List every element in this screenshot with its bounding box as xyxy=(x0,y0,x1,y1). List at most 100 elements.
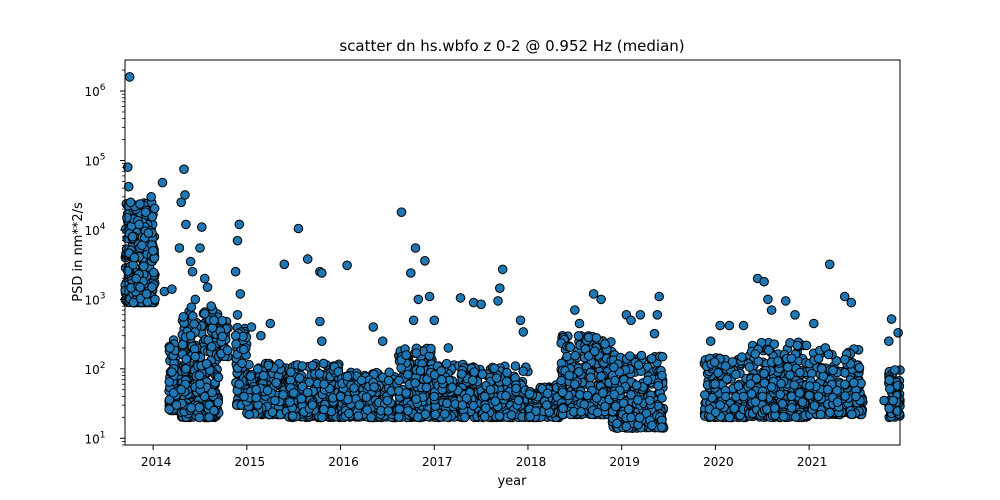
data-point xyxy=(429,315,440,326)
data-point xyxy=(141,289,152,299)
data-point xyxy=(123,181,134,192)
data-point xyxy=(342,260,352,271)
data-point xyxy=(426,343,436,354)
data-point xyxy=(124,72,135,82)
data-point xyxy=(209,405,219,416)
data-point xyxy=(570,305,580,315)
data-point xyxy=(134,219,144,230)
data-point xyxy=(178,312,189,322)
data-point xyxy=(625,351,635,361)
data-point xyxy=(122,212,132,223)
data-point xyxy=(840,391,851,401)
data-point xyxy=(479,411,490,422)
data-point xyxy=(495,283,505,294)
data-point xyxy=(884,336,894,347)
data-point xyxy=(317,268,327,278)
data-point xyxy=(361,392,372,403)
data-point xyxy=(724,320,735,331)
data-point xyxy=(384,367,395,378)
data-point xyxy=(737,352,747,362)
data-point xyxy=(759,368,769,379)
data-point xyxy=(317,412,327,423)
data-point xyxy=(217,315,227,326)
data-point xyxy=(884,375,895,386)
data-point xyxy=(825,407,835,418)
y-tick-label: 101 xyxy=(84,430,105,446)
data-point xyxy=(267,407,278,418)
data-point xyxy=(302,254,313,264)
data-point xyxy=(750,397,761,407)
data-point xyxy=(265,318,276,329)
data-point xyxy=(485,384,496,395)
data-point xyxy=(394,412,404,422)
data-point xyxy=(886,314,897,324)
data-point xyxy=(251,392,262,403)
data-point xyxy=(542,388,553,399)
data-point xyxy=(457,369,467,379)
data-point xyxy=(789,380,800,390)
data-point xyxy=(457,400,468,410)
data-point xyxy=(582,390,593,401)
data-point xyxy=(315,316,325,327)
data-point xyxy=(713,368,723,378)
data-point xyxy=(185,256,196,267)
data-point xyxy=(817,363,827,374)
data-point xyxy=(710,379,720,389)
data-point xyxy=(447,382,457,393)
data-point xyxy=(585,372,596,383)
data-point xyxy=(189,319,199,329)
x-axis-label: year xyxy=(497,474,527,489)
data-point xyxy=(564,370,575,381)
data-point xyxy=(729,403,740,414)
data-point xyxy=(759,276,769,287)
data-point xyxy=(207,387,217,398)
data-point xyxy=(285,397,295,407)
data-point xyxy=(239,391,249,402)
data-point xyxy=(892,406,903,416)
data-point xyxy=(179,164,189,174)
data-point xyxy=(232,310,243,320)
data-point xyxy=(491,373,502,383)
data-point xyxy=(815,409,826,420)
data-point xyxy=(396,363,406,373)
data-point xyxy=(744,362,755,372)
data-point xyxy=(778,411,789,422)
y-tick-label: 106 xyxy=(84,83,105,99)
data-point xyxy=(429,391,440,402)
data-point xyxy=(408,315,419,326)
data-point xyxy=(232,235,243,246)
data-point xyxy=(302,387,313,398)
data-point xyxy=(832,397,843,408)
data-point xyxy=(738,391,749,402)
data-point xyxy=(722,374,732,384)
data-point xyxy=(122,266,133,276)
data-point xyxy=(297,381,308,392)
data-point xyxy=(181,354,191,365)
data-point xyxy=(369,382,379,392)
data-point xyxy=(720,391,731,402)
data-point xyxy=(518,327,529,337)
data-point xyxy=(356,375,367,386)
data-point xyxy=(847,409,857,420)
x-tick-label: 2020 xyxy=(703,455,734,469)
data-point xyxy=(510,361,521,371)
data-point xyxy=(715,320,725,331)
data-point xyxy=(245,371,256,382)
data-point xyxy=(164,377,175,387)
data-point xyxy=(888,395,899,406)
x-tick-label: 2014 xyxy=(141,455,172,469)
data-point xyxy=(879,395,889,406)
data-point xyxy=(167,367,177,377)
data-point xyxy=(623,404,634,415)
data-point xyxy=(234,219,245,230)
data-point xyxy=(410,378,420,388)
data-point xyxy=(403,369,413,380)
data-point xyxy=(884,403,894,414)
data-point xyxy=(610,401,621,412)
data-point xyxy=(592,407,603,418)
data-point xyxy=(515,315,526,326)
data-point xyxy=(186,302,197,312)
data-point xyxy=(773,356,783,366)
data-point xyxy=(377,336,388,347)
data-point xyxy=(382,395,393,406)
